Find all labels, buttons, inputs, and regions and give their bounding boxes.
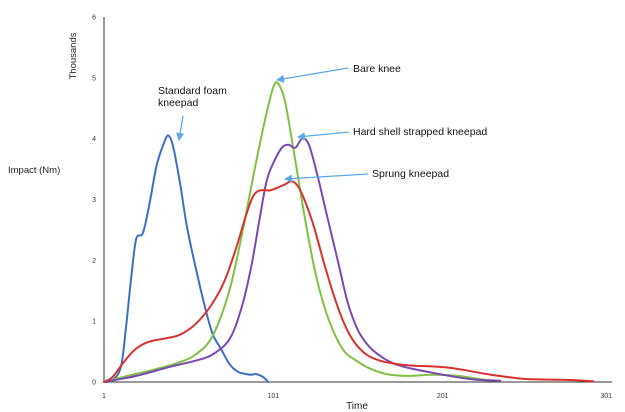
y-axis-title: Impact (Nm) [8,165,60,176]
annotation-sprung-kneepad: Sprung kneepad [284,168,449,183]
annotation-arrow [284,173,369,183]
annotation-bare-knee: Bare knee [276,63,401,83]
y-tick-label: 3 [92,197,96,204]
series-line-standard-foam-kneepad [103,134,270,383]
x-tick-label: 201 [437,393,449,400]
annotation-label: Standard foam [158,85,227,97]
series-line-sprung-kneepad [103,180,595,383]
y-unit-label: Thousands [68,32,79,79]
annotation-label: kneepad [158,97,198,109]
y-tick-label: 6 [92,15,96,22]
y-tick-labels: 0 1 2 3 4 5 6 [92,15,96,387]
y-tick-label: 2 [92,258,96,265]
series-lines [103,81,595,383]
x-axis: 1 101 201 301 Time [102,381,612,412]
annotation-arrow [176,115,185,141]
annotation-arrow [276,67,349,83]
y-tick-label: 0 [92,380,96,387]
y-tick-label: 1 [92,319,96,326]
annotation-label: Hard shell strapped kneepad [353,126,487,138]
y-axis: 0 1 2 3 4 5 6 Thousands Impact (Nm) [8,15,105,387]
x-tick-label: 301 [600,393,612,400]
x-axis-title: Time [346,401,368,412]
x-tick-label: 101 [267,393,279,400]
y-tick-label: 4 [92,136,96,143]
x-tick-label: 1 [102,393,106,400]
annotation-arrow [297,131,350,141]
series-line-bare-knee [103,81,502,383]
y-tick-label: 5 [92,75,96,82]
annotation-label: Sprung kneepad [372,168,449,180]
annotation-label: Bare knee [353,63,401,75]
x-tick-labels: 1 101 201 301 [102,393,612,400]
annotation-hard-shell-strapped-kneepad: Hard shell strapped kneepad [297,126,487,141]
